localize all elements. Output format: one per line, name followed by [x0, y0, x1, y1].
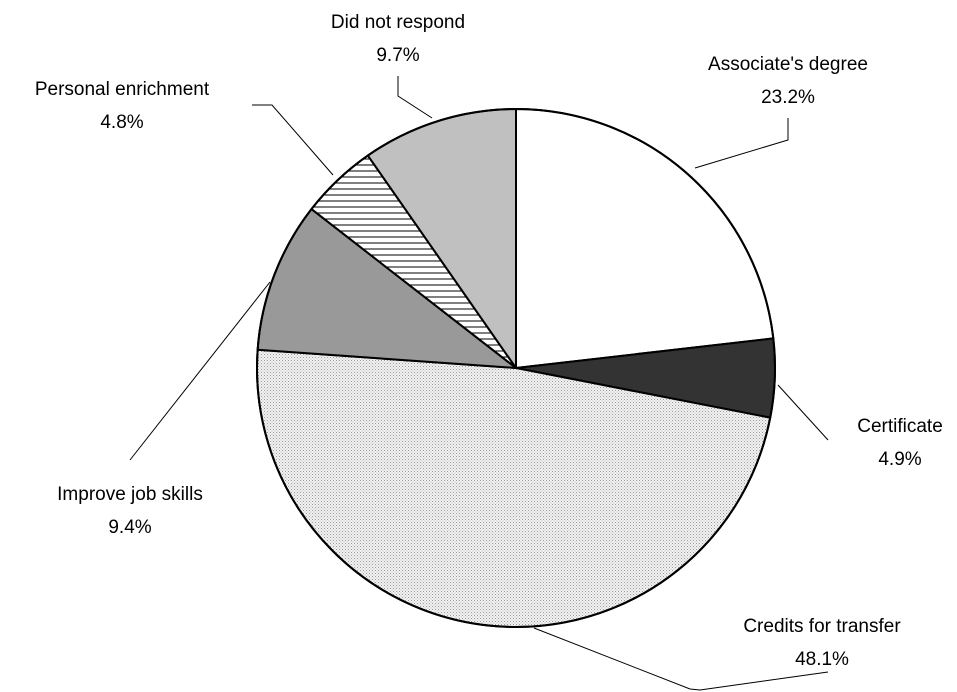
leader-line-improve-job-skills [129, 281, 271, 461]
slice-label-personal-enrichment: Personal enrichment [35, 79, 210, 100]
slice-label-certificate: Certificate [857, 416, 943, 437]
pie-slice-associate-s-degree [515, 108, 775, 369]
slice-value-associate-s-degree: 23.2% [761, 87, 815, 108]
leader-line-credits-for-transfer [533, 627, 829, 691]
slice-value-credits-for-transfer: 48.1% [795, 649, 849, 670]
leader-line-associate-s-degree [694, 118, 789, 169]
leader-line-personal-enrichment [252, 104, 334, 176]
slice-label-associate-s-degree: Associate's degree [708, 54, 868, 75]
slice-label-improve-job-skills: Improve job skills [57, 484, 203, 505]
pie-outline [256, 108, 776, 628]
slice-label-credits-for-transfer: Credits for transfer [743, 616, 901, 637]
slice-label-did-not-respond: Did not respond [331, 12, 465, 33]
slice-value-personal-enrichment: 4.8% [100, 112, 143, 133]
slice-labels: Associate's degree 23.2% Certificate 4.9% Cr… [35, 12, 943, 670]
leader-lines [129, 76, 829, 691]
leader-line-certificate [777, 384, 829, 441]
slice-value-improve-job-skills: 9.4% [108, 517, 151, 538]
slice-value-did-not-respond: 9.7% [376, 45, 419, 66]
leader-line-did-not-respond [397, 76, 433, 119]
slice-value-certificate: 4.9% [878, 449, 921, 470]
pie-slices [256, 108, 776, 628]
